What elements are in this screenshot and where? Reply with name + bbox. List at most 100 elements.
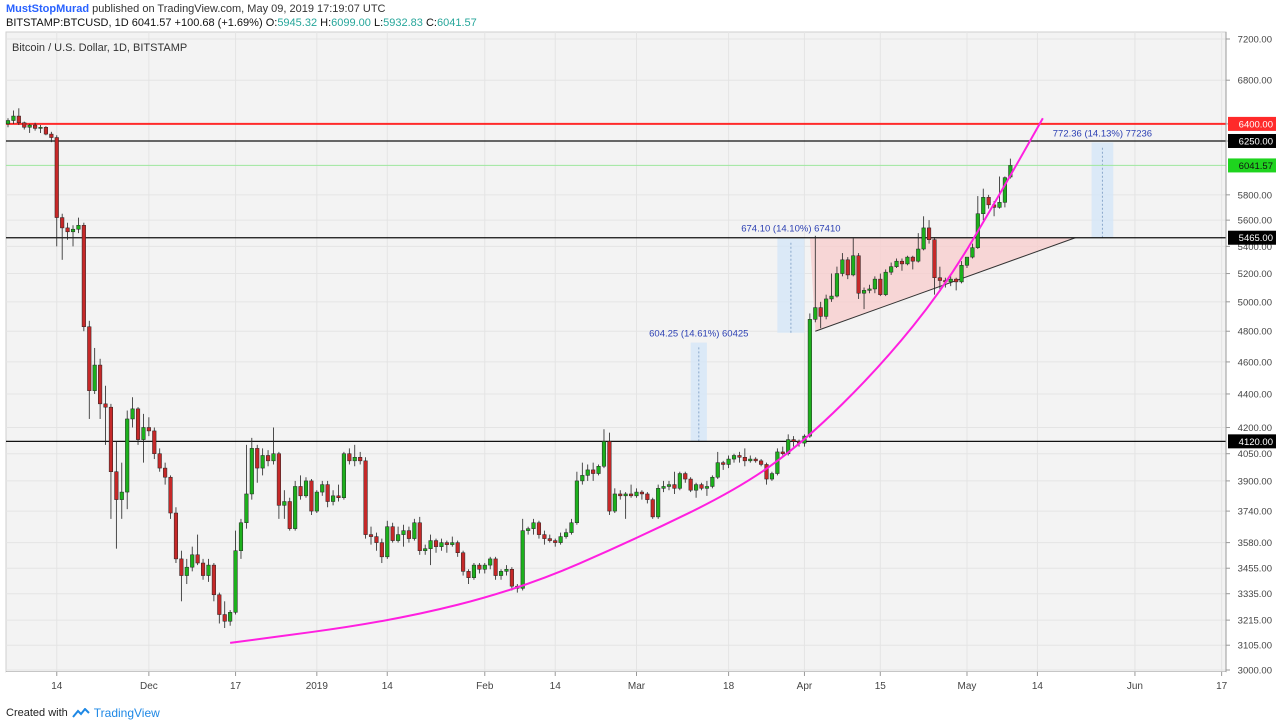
candle-body	[33, 124, 38, 129]
candle-body	[390, 526, 395, 541]
price-tick-label: 3740.00	[1238, 507, 1272, 518]
candle-body	[813, 307, 818, 320]
change-text: +100.68 (+1.69%)	[174, 17, 263, 29]
candle-body	[374, 536, 379, 543]
high-label: H:	[320, 17, 332, 29]
price-tick-label: 3900.00	[1238, 476, 1272, 487]
time-tick-label: 14	[1032, 681, 1044, 692]
candle-body	[694, 484, 699, 491]
candle-body	[661, 486, 666, 489]
candle-body	[883, 271, 888, 295]
candle-body	[677, 473, 682, 489]
candle-body	[715, 462, 720, 478]
price-tick-label: 4200.00	[1238, 423, 1272, 434]
time-tick-label: 17	[1216, 681, 1228, 692]
time-tick-label: 14	[382, 681, 394, 692]
candle-body	[964, 256, 970, 266]
time-tick-label: Feb	[476, 681, 494, 692]
candle-body	[363, 460, 368, 535]
candle-body	[385, 526, 390, 558]
candle-body	[168, 476, 173, 514]
candle-body	[688, 478, 693, 491]
measure-box	[1091, 142, 1114, 238]
candle-body	[731, 455, 737, 460]
candle-body	[266, 455, 271, 462]
candle-body	[824, 298, 829, 317]
candle-body	[856, 255, 861, 294]
candle-body	[309, 480, 314, 512]
candle-body	[282, 501, 287, 506]
price-badge: 6250.00	[1239, 136, 1273, 147]
candle-body	[276, 453, 281, 506]
price-tick-label: 3580.00	[1238, 538, 1272, 549]
candle-body	[861, 290, 867, 294]
candle-body	[840, 259, 845, 274]
last-price-badge: 6041.57	[1239, 161, 1273, 172]
candle-body	[970, 247, 975, 258]
candle-body	[526, 528, 531, 531]
candles	[5, 108, 1013, 629]
candle-body	[195, 554, 200, 564]
candle-body	[504, 569, 509, 572]
candle-body	[704, 486, 709, 489]
candle-body	[623, 493, 628, 497]
candle-body	[471, 564, 476, 578]
price-tick-label: 3335.00	[1238, 589, 1272, 600]
candle-body	[959, 265, 964, 283]
candle-body	[748, 458, 753, 462]
candle-body	[211, 564, 216, 596]
candle-body	[65, 227, 70, 233]
candle-body	[666, 484, 672, 487]
candle-body	[742, 457, 747, 462]
close-label: C:	[425, 17, 437, 29]
price-badge-red: 6400.00	[1239, 119, 1273, 130]
chart-container[interactable]: Bitcoin / U.S. Dollar, 1D, BITSTAMP 604.2…	[0, 0, 1280, 710]
tradingview-logo-icon	[71, 707, 90, 718]
candle-body	[43, 127, 48, 135]
candle-body	[125, 418, 130, 493]
candle-body	[260, 455, 265, 469]
candle-body	[49, 133, 54, 138]
candle-body	[612, 493, 617, 512]
candle-body	[368, 534, 374, 537]
candle-body	[488, 558, 493, 566]
price-badge-bg	[1228, 230, 1276, 245]
price-chart[interactable]: Bitcoin / U.S. Dollar, 1D, BITSTAMP 604.2…	[0, 0, 1280, 705]
symbol-label: BITSTAMP:BTCUSD, 1D	[6, 17, 129, 29]
candle-body	[894, 260, 899, 267]
time-tick-label: 18	[723, 681, 735, 692]
time-tick-label: 17	[230, 681, 242, 692]
low-value: 5932.83	[383, 17, 423, 29]
price-tick-label: 3215.00	[1238, 616, 1272, 627]
candle-body	[444, 542, 449, 545]
candle-body	[769, 473, 774, 480]
candle-body	[135, 408, 141, 440]
candle-body	[645, 493, 650, 500]
candle-body	[997, 202, 1002, 208]
candle-body	[200, 562, 206, 576]
candle-body	[433, 540, 439, 547]
candle-body	[249, 448, 254, 495]
open-label: O:	[265, 17, 278, 29]
candle-body	[190, 554, 195, 568]
chart-title: Bitcoin / U.S. Dollar, 1D, BITSTAMP	[12, 42, 187, 54]
candle-body	[163, 467, 168, 478]
tradingview-brand[interactable]: TradingView	[93, 706, 160, 720]
candle-body	[954, 278, 959, 283]
candle-body	[710, 476, 715, 487]
measure-box	[777, 237, 805, 333]
candle-body	[737, 455, 742, 458]
time-tick-label: Dec	[140, 681, 158, 692]
author-link[interactable]: MustStopMurad	[6, 3, 90, 15]
candle-body	[807, 319, 812, 437]
candle-body	[927, 227, 932, 240]
candle-body	[352, 457, 357, 462]
candle-body	[818, 307, 823, 317]
plot-area	[5, 31, 1227, 673]
time-tick-label: 14	[550, 681, 562, 692]
candle-body	[851, 255, 856, 276]
candle-body	[81, 225, 86, 328]
candle-body	[899, 260, 905, 265]
candle-body	[466, 571, 471, 578]
candle-body	[834, 273, 840, 297]
